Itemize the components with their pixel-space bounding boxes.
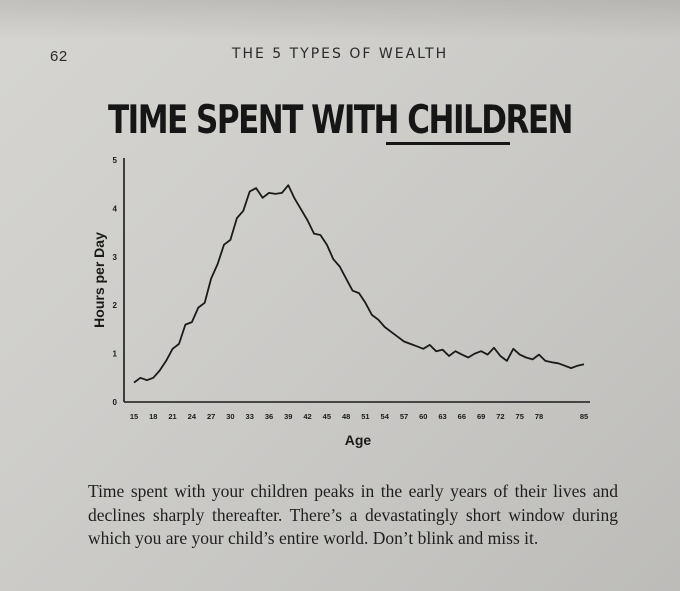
x-tick-label: 39 [284, 412, 292, 421]
x-tick-labels: 15 18 21 24 27 30 33 36 39 42 45 48 51 54 57 60 63 66 69 72… [130, 412, 588, 421]
x-tick-label: 42 [303, 412, 311, 421]
series-line-hours-per-day [133, 184, 585, 384]
x-tick-label: 15 [130, 412, 138, 421]
title-underline [386, 142, 510, 145]
x-tick-label: 45 [323, 412, 331, 421]
chart-title-part: TIME SPENT WITH [108, 98, 408, 143]
running-head: THE 5 TYPES OF WEALTH [231, 46, 449, 62]
y-tick-labels: 0 1 2 3 4 5 [113, 156, 118, 407]
y-tick-label: 0 [113, 398, 118, 407]
x-tick-label: 85 [580, 412, 588, 421]
y-tick-label: 1 [113, 350, 118, 359]
chart-title: TIME SPENT WITH CHILDREN [0, 98, 680, 143]
x-tick-label: 33 [246, 412, 254, 421]
figure-caption: Time spent with your children peaks in t… [88, 481, 618, 548]
y-tick-label: 4 [113, 204, 118, 213]
x-tick-label: 72 [496, 412, 504, 421]
page-number: 62 [50, 48, 68, 65]
x-tick-label: 51 [361, 412, 369, 421]
x-tick-label: 48 [342, 412, 350, 421]
x-tick-label: 27 [207, 412, 215, 421]
x-tick-label: 36 [265, 412, 273, 421]
x-tick-label: 60 [419, 412, 427, 421]
page-shadow [0, 0, 680, 40]
x-tick-label: 63 [438, 412, 446, 421]
y-tick-label: 5 [113, 156, 118, 165]
x-tick-label: 75 [516, 412, 524, 421]
x-tick-label: 30 [226, 412, 234, 421]
x-tick-label: 21 [168, 412, 176, 421]
y-tick-label: 3 [113, 253, 118, 262]
x-tick-label: 54 [381, 412, 390, 421]
x-tick-label: 18 [149, 412, 157, 421]
x-tick-label: 24 [188, 412, 197, 421]
chart-title-underlined-word: CHILDREN [407, 98, 573, 143]
y-axis-label: Hours per Day [91, 232, 107, 328]
x-tick-label: 66 [458, 412, 466, 421]
x-tick-label: 78 [535, 412, 543, 421]
x-tick-label: 57 [400, 412, 408, 421]
x-tick-label: 69 [477, 412, 485, 421]
chart-axes [123, 158, 590, 403]
y-tick-label: 2 [113, 301, 118, 310]
x-axis-label: Age [345, 432, 372, 448]
